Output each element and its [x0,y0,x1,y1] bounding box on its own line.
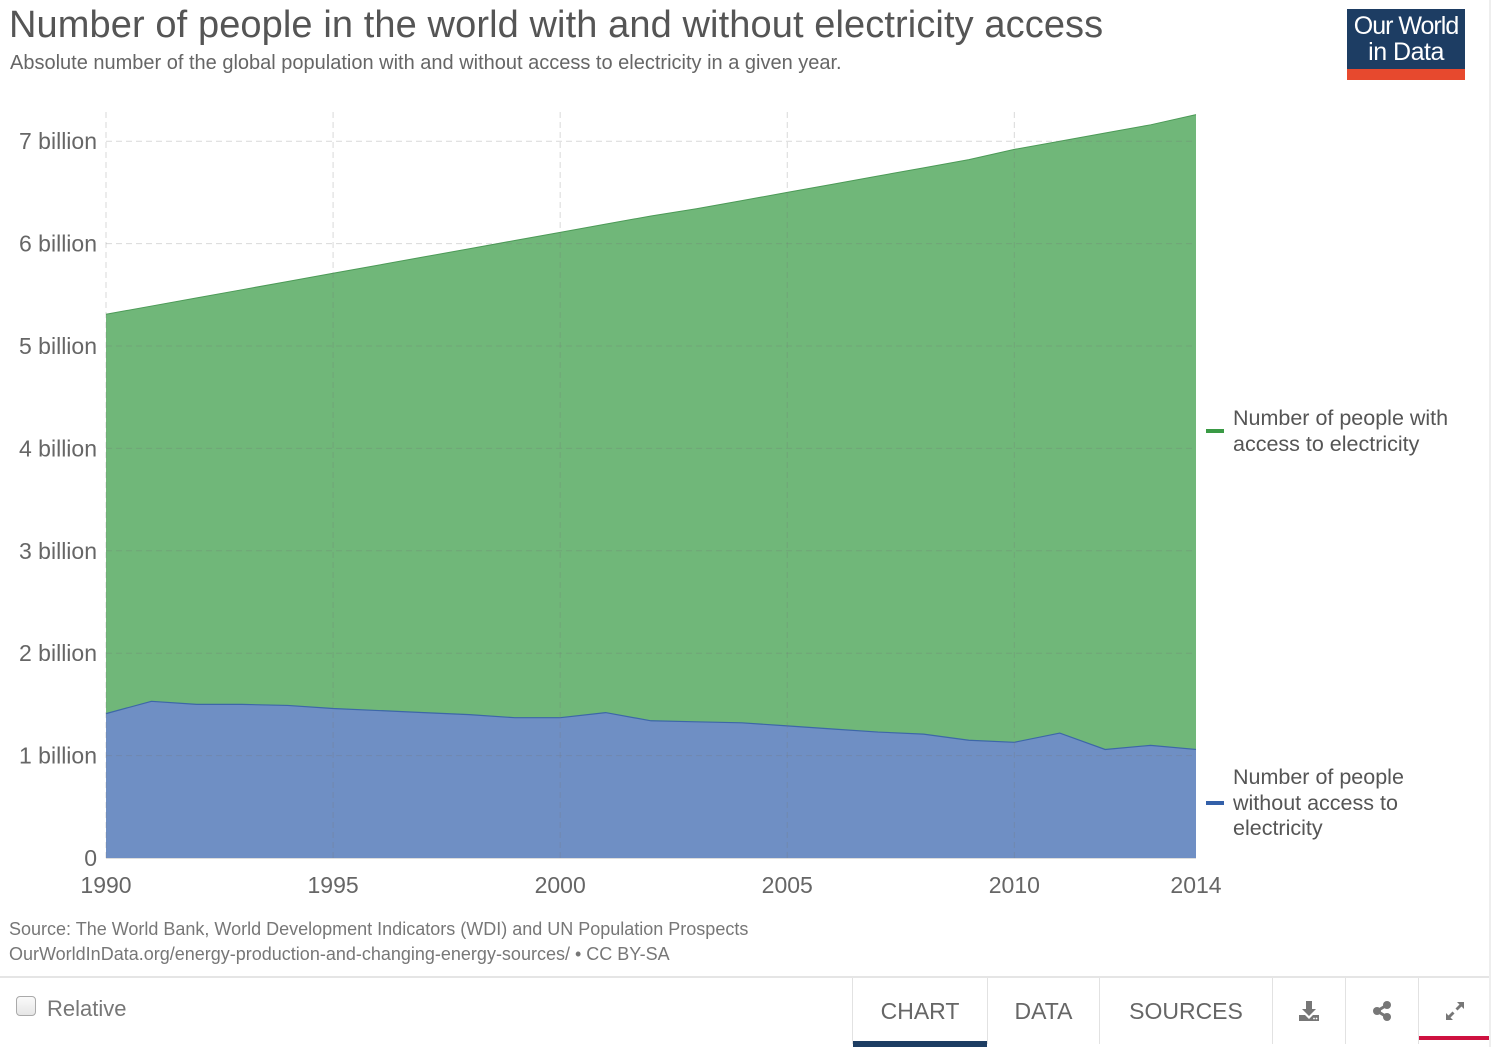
legend-label-line: without access to [1233,790,1398,815]
y-tick-label: 2 billion [19,640,97,666]
relative-checkbox[interactable] [16,996,36,1016]
y-tick-label: 5 billion [19,333,97,359]
area-without-access [106,701,1196,858]
chart-subtitle: Absolute number of the global population… [10,52,842,74]
legend-item-without-access[interactable]: Number of people without access to elect… [1206,765,1404,842]
x-tick-label: 1995 [307,872,358,898]
area-with-access [106,114,1196,750]
y-tick-label: 3 billion [19,538,97,564]
source-note: Source: The World Bank, World Developmen… [9,919,749,939]
download-button[interactable] [1272,978,1345,1044]
expand-button[interactable] [1418,978,1491,1044]
tab-data-label: DATA [1014,997,1073,1024]
expand-icon [1446,1002,1464,1020]
footer-tabs: CHART DATA SOURCES [852,978,1491,1047]
y-tick-label: 6 billion [19,231,97,257]
x-tick-label: 2000 [535,872,586,898]
tab-data[interactable]: DATA [987,978,1099,1044]
share-button[interactable] [1345,978,1418,1044]
frame-edge [1489,0,1491,1047]
line-with-access [105,114,1197,315]
tab-chart-label: CHART [880,997,960,1024]
logo-line-1: Our World [1353,12,1459,40]
logo-accent-bar [1347,69,1465,80]
legend-label-line: access to electricity [1233,431,1420,456]
legend-item-with-access[interactable]: Number of people with access to electric… [1206,406,1448,457]
area-chart: 0 1 billion 2 billion 3 billion 4 billion 5 b… [19,112,1222,898]
relative-toggle[interactable]: Relative [16,996,126,1022]
legend-label-line: Number of people with [1233,406,1449,430]
line-without-access [105,700,1197,751]
share-icon [1373,1001,1391,1021]
y-tick-label: 1 billion [19,743,97,769]
legend-swatch-without-access [1206,801,1224,805]
x-tick-label: 2014 [1170,872,1221,898]
legend-label-line: electricity [1233,816,1323,840]
tab-sources-label: SOURCES [1129,997,1243,1024]
tab-sources[interactable]: SOURCES [1099,978,1272,1044]
chart-title: Number of people in the world with and w… [9,4,1104,46]
x-tick-label: 2005 [762,872,813,898]
footer-divider [0,976,1490,978]
y-tick-label: 0 [84,845,97,871]
y-tick-label: 4 billion [19,435,97,461]
x-tick-label: 1990 [80,872,131,898]
legend-swatch-with-access [1206,429,1224,433]
download-icon [1299,1001,1319,1021]
x-tick-label: 2010 [989,872,1040,898]
relative-label: Relative [47,996,127,1021]
logo-line-2: in Data [1368,38,1444,66]
owid-logo[interactable]: Our World in Data [1347,9,1465,80]
tab-chart[interactable]: CHART [852,978,987,1047]
url-license[interactable]: OurWorldInData.org/energy-production-and… [9,944,670,964]
y-tick-label: 7 billion [19,128,97,154]
legend-label-line: Number of people [1233,765,1404,789]
